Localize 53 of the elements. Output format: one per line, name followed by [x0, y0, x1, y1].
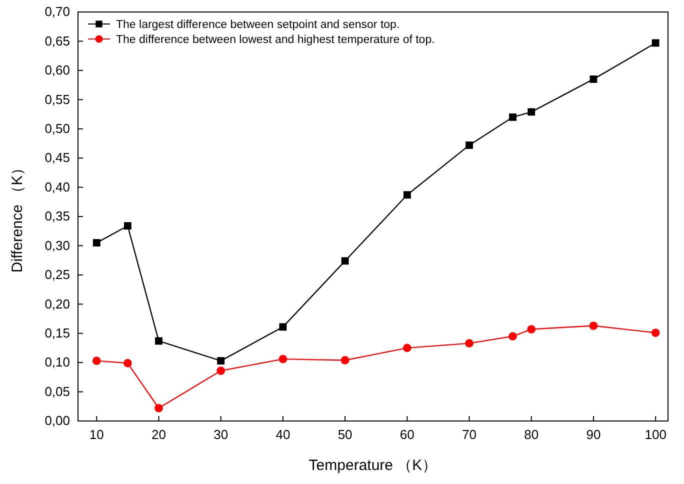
legend-label: The largest difference between setpoint and sensor top.: [116, 19, 400, 31]
point: [465, 339, 474, 348]
y-tick-label: 0,45: [44, 150, 70, 166]
point: [217, 357, 225, 365]
y-tick-label: 0,55: [44, 92, 70, 107]
point: [590, 75, 598, 83]
point: [216, 366, 226, 375]
x-tick-label: 60: [400, 427, 414, 442]
point: [651, 328, 660, 337]
y-tick-label: 0,10: [44, 354, 70, 370]
point: [403, 191, 411, 199]
point: [124, 358, 132, 368]
point: [155, 337, 162, 345]
point: [509, 113, 516, 121]
y-tick-label: 0,15: [44, 326, 70, 341]
point: [340, 356, 350, 364]
x-tick-label: 70: [462, 427, 476, 442]
x-tick-label: 90: [586, 427, 601, 442]
x-tick-label: 80: [524, 427, 539, 442]
point: [528, 108, 536, 116]
x-tick-label: 10: [89, 427, 104, 442]
x-tick-label: 40: [276, 427, 290, 442]
point: [124, 222, 132, 230]
y-tick-label: 0,05: [44, 384, 70, 399]
x-tick-label: 30: [214, 427, 228, 442]
point: [466, 142, 473, 149]
point: [402, 344, 412, 352]
point: [278, 354, 288, 364]
point: [341, 257, 349, 265]
y-tick-label: 0,65: [44, 33, 70, 48]
y-tick-label: 0,60: [44, 62, 70, 78]
point: [508, 332, 517, 340]
y-tick-label: 0,40: [44, 179, 70, 194]
x-tick-label: 100: [644, 427, 666, 442]
point: [652, 39, 660, 47]
y-tick-label: 0,20: [44, 296, 70, 312]
point: [279, 323, 287, 331]
y-tick-label: 0,70: [44, 4, 70, 20]
x-axis-title: Temperature （K）: [308, 457, 438, 474]
y-tick-label: 0,35: [44, 208, 70, 224]
x-tick-label: 20: [152, 427, 166, 442]
point: [154, 404, 163, 412]
y-tick-label: 0,25: [44, 267, 70, 282]
y-tick-label: 0,00: [44, 413, 70, 428]
legend-label: The difference between lowest and highest temperature of top.: [116, 34, 435, 46]
point: [527, 325, 536, 334]
x-tick-label: 50: [338, 427, 352, 442]
y-tick-label: 0,30: [44, 238, 70, 253]
y-tick-label: 0,50: [44, 121, 70, 136]
point: [92, 239, 100, 246]
point: [589, 322, 598, 330]
y-axis-title: Difference （K）: [9, 160, 26, 273]
point: [92, 356, 101, 365]
